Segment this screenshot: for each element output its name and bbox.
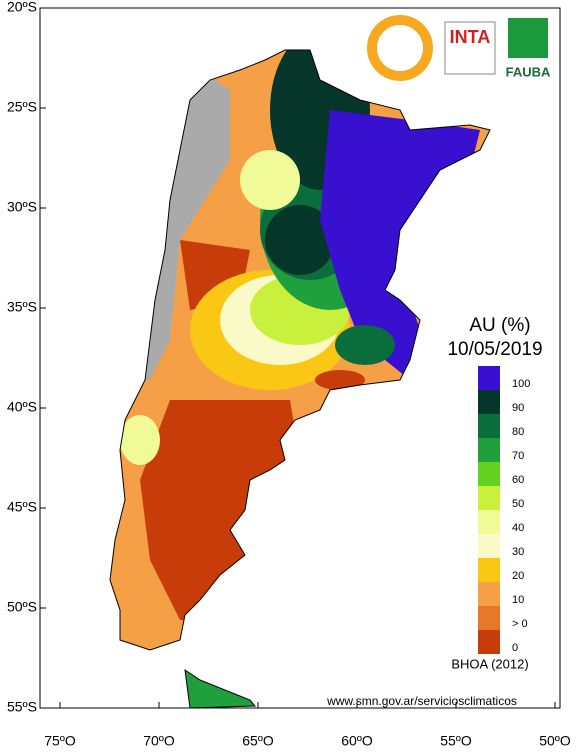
lat-label: 50ºS <box>7 599 37 615</box>
logo-inta: INTA <box>450 27 491 47</box>
lat-label: 35ºS <box>7 299 37 315</box>
lat-label: 30ºS <box>7 199 37 215</box>
legend-swatch <box>478 462 500 486</box>
lon-label: 55ºO <box>440 733 472 749</box>
legend-label: > 0 <box>512 618 528 630</box>
legend-label: 80 <box>512 426 524 438</box>
legend-swatch <box>478 630 500 654</box>
lat-label: 45ºS <box>7 499 37 515</box>
legend-swatch <box>478 558 500 582</box>
lon-label: 60ºO <box>341 733 373 749</box>
legend-label: 60 <box>512 474 524 486</box>
legend-swatch <box>478 438 500 462</box>
lat-label: 40ºS <box>7 399 37 415</box>
date: 10/05/2019 <box>447 339 542 360</box>
legend-label: 30 <box>512 546 524 558</box>
lat-label: 20ºS <box>7 0 37 15</box>
legend-swatch <box>478 390 500 414</box>
lon-label: 65ºO <box>242 733 274 749</box>
logo-smn <box>367 15 433 81</box>
logo-inta-box <box>444 21 496 75</box>
lon-label: 70ºO <box>143 733 175 749</box>
model: BHOA (2012) <box>451 656 528 671</box>
legend-label: 20 <box>512 570 524 582</box>
logo-fauba: FAUBA <box>506 64 551 79</box>
legend-swatch <box>478 510 500 534</box>
logo-fauba-mark <box>508 18 548 58</box>
legend-swatch <box>478 414 500 438</box>
legend-swatch <box>478 486 500 510</box>
legend-label: 100 <box>512 378 530 390</box>
legend-swatch <box>478 582 500 606</box>
legend-label: 10 <box>512 594 524 606</box>
lon-label: 75ºO <box>44 733 76 749</box>
lon-label: 50ºO <box>539 733 571 749</box>
legend-label: 0 <box>512 642 518 654</box>
legend-swatch <box>478 606 500 630</box>
lat-label: 25ºS <box>7 99 37 115</box>
legend-swatch <box>478 534 500 558</box>
legend-label: 90 <box>512 402 524 414</box>
url: www.smn.gov.ar/serviciosclimaticos <box>326 694 517 708</box>
legend-label: 40 <box>512 522 524 534</box>
title: AU (%) <box>469 315 530 336</box>
legend-label: 50 <box>512 498 524 510</box>
lat-label: 55ºS <box>7 699 37 715</box>
legend-label: 70 <box>512 450 524 462</box>
legend-swatch <box>478 366 500 390</box>
